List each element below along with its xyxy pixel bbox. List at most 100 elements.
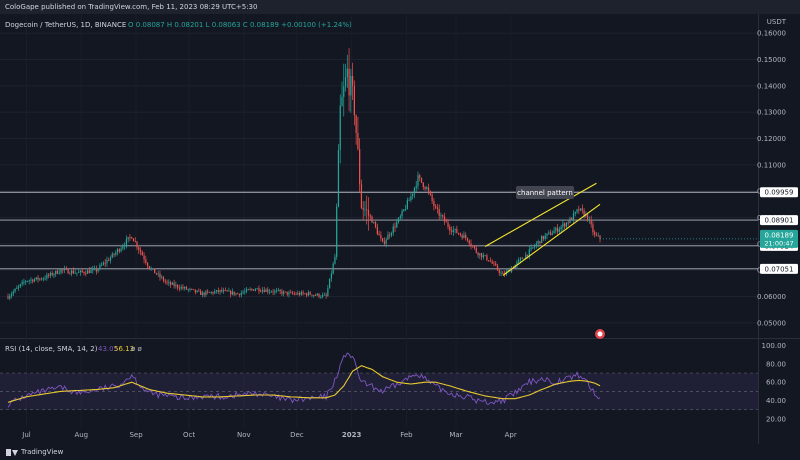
candle-body[interactable] [260,291,262,292]
candle-body[interactable] [535,243,538,247]
candle-body[interactable] [496,265,499,271]
candle-body[interactable] [238,293,241,296]
candle-body[interactable] [385,239,387,244]
candle-body[interactable] [480,253,483,258]
candle-body[interactable] [152,268,154,270]
candle-body[interactable] [546,233,548,236]
candle-body[interactable] [127,237,129,240]
candle-body[interactable] [366,209,368,211]
candle-body[interactable] [323,294,325,296]
candle-body[interactable] [189,288,191,290]
candle-body[interactable] [212,292,214,294]
candle-body[interactable] [567,222,569,224]
candle-body[interactable] [458,233,460,234]
candle-body[interactable] [244,291,246,293]
candle-body[interactable] [445,221,447,223]
candle-body[interactable] [101,264,103,266]
candle-body[interactable] [88,270,90,274]
candle-body[interactable] [495,263,497,266]
candle-body[interactable] [14,288,16,292]
candle-body[interactable] [597,235,599,237]
candle-body[interactable] [185,287,188,290]
candle-body[interactable] [417,175,419,186]
candle-body[interactable] [258,288,260,292]
candle-body[interactable] [327,288,329,297]
candle-body[interactable] [463,234,465,239]
candle-body[interactable] [537,241,539,244]
candle-body[interactable] [247,289,249,291]
candle-body[interactable] [180,286,182,289]
candle-body[interactable] [298,293,301,295]
candle-body[interactable] [256,288,258,290]
candle-body[interactable] [367,209,370,216]
candle-body[interactable] [332,263,334,274]
candle-body[interactable] [565,222,568,227]
candle-body[interactable] [95,268,97,272]
candle-body[interactable] [507,269,509,272]
candle-body[interactable] [484,255,486,257]
candle-body[interactable] [166,281,168,283]
candle-body[interactable] [115,252,117,255]
candle-body[interactable] [194,289,196,293]
candle-body[interactable] [39,278,41,280]
candle-body[interactable] [286,291,288,295]
candle-body[interactable] [403,209,405,212]
candle-body[interactable] [168,282,170,284]
candle-body[interactable] [253,289,255,291]
candle-body[interactable] [233,291,235,295]
candle-body[interactable] [382,238,384,242]
candle-body[interactable] [337,149,340,207]
candle-body[interactable] [555,227,557,231]
candle-body[interactable] [159,273,161,278]
rsi-sma-line[interactable] [7,365,601,403]
candle-body[interactable] [146,262,149,267]
candle-body[interactable] [21,282,23,285]
candle-body[interactable] [447,222,449,227]
candle-body[interactable] [99,265,101,270]
candle-body[interactable] [587,214,589,220]
candle-body[interactable] [102,262,105,265]
candle-body[interactable] [452,229,454,232]
candle-body[interactable] [187,289,189,291]
candle-body[interactable] [35,277,37,280]
candle-body[interactable] [532,247,534,249]
annotation-box[interactable] [516,186,574,199]
candle-body[interactable] [55,270,57,275]
candle-body[interactable] [124,245,126,247]
candle-body[interactable] [595,234,598,236]
candle-body[interactable] [200,291,202,295]
candle-body[interactable] [219,289,221,292]
candle-body[interactable] [376,227,378,234]
candle-body[interactable] [521,258,523,260]
candle-body[interactable] [590,219,592,225]
candle-body[interactable] [25,281,27,283]
candle-body[interactable] [81,270,83,272]
candle-body[interactable] [198,290,200,292]
candle-body[interactable] [438,209,440,216]
candle-body[interactable] [576,209,578,212]
candle-body[interactable] [415,185,417,188]
candle-body[interactable] [574,211,576,214]
candle-body[interactable] [245,289,248,292]
candle-body[interactable] [134,241,136,243]
candle-body[interactable] [408,200,410,201]
candle-body[interactable] [465,234,467,238]
candle-body[interactable] [157,273,159,275]
candle-body[interactable] [161,277,163,279]
candle-body[interactable] [90,270,92,274]
candle-body[interactable] [369,215,371,217]
candle-body[interactable] [116,249,119,253]
candle-body[interactable] [468,240,470,244]
candle-body[interactable] [230,290,232,295]
candle-body[interactable] [10,294,13,297]
candle-body[interactable] [33,279,36,282]
candle-body[interactable] [173,282,175,287]
candle-body[interactable] [443,216,446,222]
candle-body[interactable] [85,273,87,275]
candle-body[interactable] [329,278,331,289]
candle-body[interactable] [171,282,173,285]
candle-body[interactable] [539,241,541,244]
candle-body[interactable] [92,268,94,271]
candle-body[interactable] [268,291,271,293]
candle-body[interactable] [562,223,564,227]
